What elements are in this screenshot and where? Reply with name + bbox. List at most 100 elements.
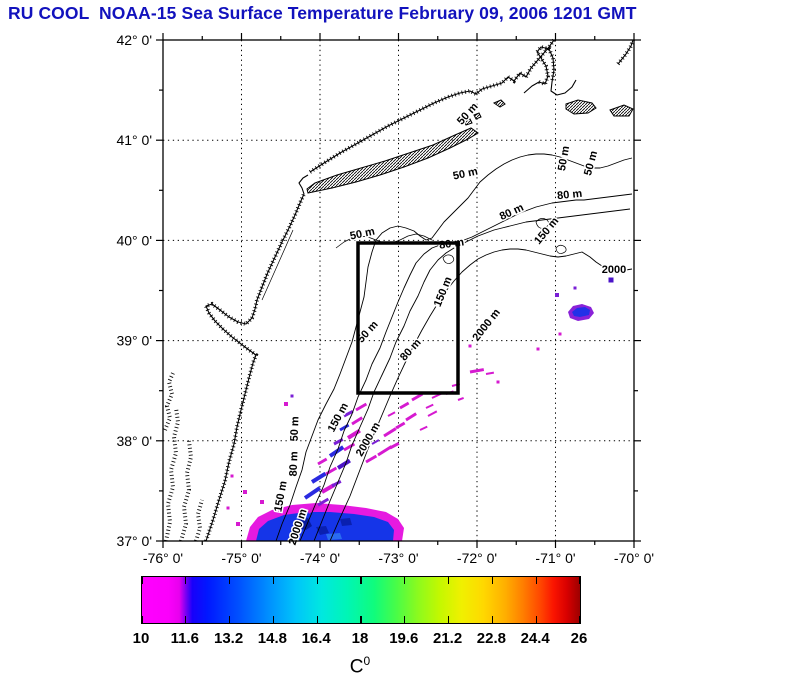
contour-depth-label: 150 m: [432, 275, 455, 309]
sst-streak: [331, 479, 342, 488]
colorbar-tick: [535, 577, 537, 584]
colorbar-tick: [360, 616, 362, 623]
cape-cod: [523, 46, 577, 96]
colorbar-tick: [579, 616, 581, 623]
sst-speck: [496, 380, 500, 384]
colorbar-tick: [316, 577, 318, 584]
sst-speck: [260, 500, 264, 504]
sst-speck: [230, 474, 234, 478]
colorbar-tick-label: 10: [132, 630, 150, 647]
x-axis-tick-label: -71° 0': [535, 550, 575, 566]
contour-depth-label: 80 m: [498, 201, 526, 223]
sst-speck: [226, 506, 230, 510]
contour-2000m: [329, 248, 633, 542]
colorbar-tick: [404, 577, 406, 584]
colorbar-tick: [491, 577, 494, 584]
colorbar-tick: [228, 577, 231, 584]
sst-streak: [383, 427, 397, 438]
colorbar-tick: [272, 616, 275, 623]
sst-streak: [377, 445, 393, 457]
sst-streak: [425, 403, 434, 409]
sst-streak: [310, 471, 327, 484]
colorbar-tick-label: 26: [570, 630, 588, 647]
contour-depth-label: 80 m: [398, 337, 424, 364]
y-axis-tick-label: 41° 0': [116, 132, 152, 148]
sst-speck: [555, 293, 559, 297]
colorbar-tick-label: 24.4: [520, 630, 550, 647]
sst-streak: [457, 397, 464, 401]
colorbar-tick-label: 16.4: [301, 630, 331, 647]
sst-speck: [608, 277, 614, 283]
sst-streak: [355, 402, 368, 412]
small-island-1: [463, 118, 473, 126]
contour-wiggle-2: [535, 218, 549, 229]
sst-speck: [290, 394, 294, 398]
contour-50m: [275, 153, 633, 542]
coastline-hatch: [203, 193, 306, 542]
bathymetry-contours: [275, 153, 633, 542]
sst-streak: [365, 454, 378, 464]
sst-streak: [395, 421, 406, 430]
y-axis-tick-label: 37° 0': [116, 533, 152, 549]
colorbar-tick: [316, 616, 318, 623]
contour-depth-label: 50 m: [452, 166, 479, 183]
gridlines: [163, 40, 634, 541]
y-axis-tick-label: 39° 0': [116, 333, 152, 349]
coastline-topright-hatch: [616, 39, 635, 66]
block-island: [492, 99, 506, 108]
colorbar-tick-label: 13.2: [213, 630, 244, 647]
sst-streak: [427, 410, 438, 417]
y-axis-tick-label: 42° 0': [116, 32, 152, 48]
contour-depth-label: 80 m: [557, 188, 583, 203]
sst-streak: [469, 368, 485, 374]
colorbar-tick-label: 21.2: [432, 630, 463, 647]
contour-depth-label: 50 m: [556, 145, 572, 172]
contour-depth-label: 2000: [602, 264, 626, 276]
sst-streak: [343, 409, 354, 418]
sst-streak: [405, 412, 417, 422]
marthas-vineyard: [565, 99, 597, 115]
coastline-ct-ri-ma: [309, 39, 555, 173]
sst-streak: [343, 442, 356, 452]
sst-streak: [339, 423, 350, 432]
colorbar-tick: [447, 616, 450, 623]
contour-150m: [313, 208, 631, 542]
sst-streak: [336, 458, 351, 470]
figure-title: RU COOL NOAA-15 Sea Surface Temperature …: [8, 3, 637, 23]
y-axis-tick-label: 40° 0': [116, 232, 152, 248]
colorbar-tick: [185, 616, 187, 623]
contour-80m: [299, 193, 633, 542]
study-area-box: [356, 241, 460, 395]
colorbar-tick-label: 19.6: [389, 630, 419, 647]
colorbar-tick: [535, 616, 537, 623]
contour-depth-label: 80 m: [288, 451, 301, 477]
coastline-delmarva-nj: [205, 174, 309, 542]
colorbar-tick: [141, 577, 143, 584]
sst-streak: [419, 425, 428, 431]
x-axis-tick-label: -74° 0': [300, 550, 340, 566]
colorbar-tick-label: 22.8: [476, 630, 506, 647]
sst-streak: [411, 392, 424, 402]
sst-streak: [389, 441, 400, 450]
chesapeake-hatch: [163, 372, 204, 542]
colorbar-tick-label: 14.8: [257, 630, 287, 647]
contour-depth-label: 150 m: [326, 401, 351, 434]
colorbar-tick: [491, 616, 494, 623]
map-frame: -76° 0' -75° 0' -74° 0' -73° 0' -72° 0' -71° …: [116, 32, 654, 566]
colorbar-tick-label: 11.6: [170, 630, 199, 647]
sst-speck: [573, 286, 577, 290]
colorbar-tick: [360, 577, 362, 584]
x-axis-tick-label: -73° 0': [378, 550, 418, 566]
contour-depth-label: 50 m: [289, 416, 302, 442]
sst-streak: [399, 401, 410, 410]
sst-speck: [243, 490, 247, 494]
colorbar-tick: [447, 577, 450, 584]
small-island-2: [473, 112, 482, 120]
colorbar-tick: [141, 616, 143, 623]
contour-wiggle-3: [555, 244, 567, 254]
colorbar-tick: [185, 577, 187, 584]
sst-streak: [303, 486, 322, 500]
contour-depth-label: 50 m: [582, 149, 600, 177]
nantucket: [609, 104, 634, 117]
